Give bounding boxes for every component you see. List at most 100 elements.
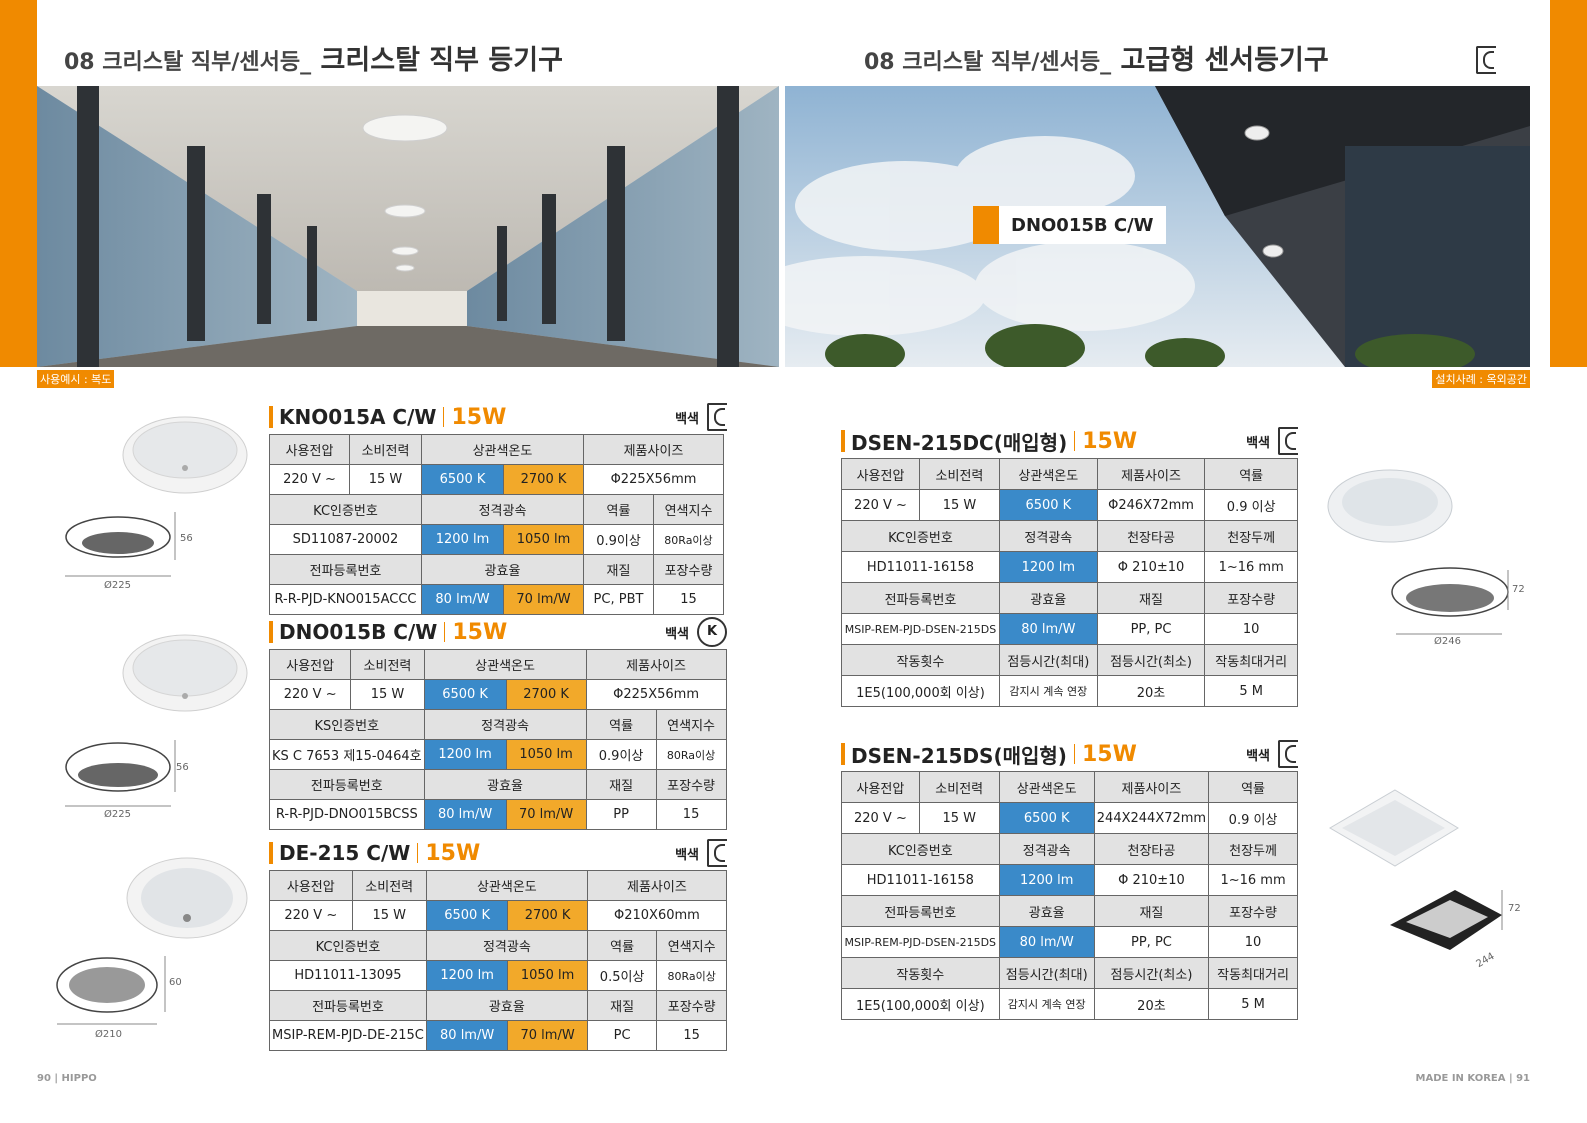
spec-label: 사용전압 (269, 870, 353, 901)
dno015b-dimension-drawing (65, 740, 176, 807)
product-block: DSEN-215DC(매입형) 15W 백색 사용전압 소비전력 상관색온도 제품사이즈 역률… (841, 424, 1298, 707)
product-model: DNO015B C/W (279, 620, 438, 644)
spec-label: 상관색온도 (425, 870, 588, 901)
spec-value: HD11011-16158 (841, 551, 1000, 583)
spec-value: 감지시 계속 연장 (998, 988, 1095, 1020)
spec-header-row: KC인증번호 정격광속 역률 연색지수 (269, 930, 727, 961)
product-header: DNO015B C/W 15W 백색 K (269, 615, 727, 649)
spec-label: 광효율 (423, 769, 587, 800)
spec-value: 80Ra이상 (656, 960, 727, 991)
spec-value: 80 lm/W (421, 584, 504, 615)
spec-value-row: SD11087-20002 1200 lm 1050 lm 0.9이상 80Ra이상 (269, 524, 724, 555)
spec-header-row: 사용전압 소비전력 상관색온도 제품사이즈 역률 (841, 458, 1298, 490)
spec-value: 0.9이상 (583, 524, 654, 555)
spec-value-row: MSIP-REM-PJD-DSEN-215DS 80 lm/W PP, PC 10 (841, 613, 1298, 645)
dno015b-height-label: 56 (176, 762, 189, 773)
kc-mark-icon (1476, 46, 1496, 74)
spec-value: 0.5이상 (586, 960, 658, 991)
spec-label: 포장수량 (656, 990, 727, 1021)
spec-value-row: HD11011-16158 1200 lm Φ 210±10 1~16 mm (841, 864, 1298, 896)
spec-header-row: 작동횟수 점등시간(최대) 점등시간(최소) 작동최대거리 (841, 644, 1298, 676)
spec-label: 제품사이즈 (586, 870, 728, 901)
spec-label: 정격광속 (998, 833, 1095, 865)
spec-label: 제품사이즈 (583, 434, 724, 465)
left-page-title: 08 크리스탈 직부/센서등_ 크리스탈 직부 등기구 (64, 45, 563, 76)
spec-value: 6500 K (421, 464, 504, 495)
spec-value-row: KS C 7653 제15-0464호 1200 lm 1050 lm 0.9이상 80… (269, 739, 727, 770)
spec-label: 소비전력 (918, 771, 1000, 803)
spec-label: 광효율 (425, 990, 588, 1021)
dno015b-diameter-label: Ø225 (104, 809, 131, 820)
spec-label: 역률 (583, 494, 654, 525)
spec-value: PP, PC (1096, 613, 1206, 645)
spec-value: 80 lm/W (998, 926, 1095, 958)
spec-header-row: KC인증번호 정격광속 천장타공 천장두께 (841, 520, 1298, 552)
right-accent-bar (1550, 0, 1587, 367)
spec-value: 1200 lm (425, 960, 509, 991)
spec-table: 사용전압 소비전력 상관색온도 제품사이즈 역률 220 V ~15 W 6500 K 244… (841, 771, 1298, 1020)
spec-label: 사용전압 (269, 434, 350, 465)
spec-label: KC인증번호 (269, 494, 422, 525)
spec-value-row: 220 V ~15 W 6500 K Φ246X72mm 0.9 이상 (841, 489, 1298, 521)
product-header: DSEN-215DC(매입형) 15W 백색 (841, 424, 1298, 458)
product-model: KNO015A C/W (279, 405, 437, 429)
spec-value-row: 220 V ~15 W 6500 K 244X244X72mm 0.9 이상 (841, 802, 1298, 834)
spec-label: 소비전력 (918, 458, 1000, 490)
spec-value: 6500 K (998, 489, 1098, 521)
de215-height-label: 60 (169, 977, 182, 988)
spec-label: 연색지수 (656, 930, 727, 961)
spec-value: 2700 K (505, 679, 587, 710)
spec-label: 사용전압 (841, 458, 920, 490)
spec-value: 70 lm/W (503, 584, 584, 615)
spec-value: KS C 7653 제15-0464호 (269, 739, 425, 770)
spec-label: KC인증번호 (841, 520, 1000, 552)
spec-label: 전파등록번호 (269, 554, 422, 585)
spec-value: 6500 K (998, 802, 1095, 834)
spec-label: 소비전력 (349, 434, 422, 465)
kc-cert-icon (707, 839, 727, 867)
spec-value: 15 W (349, 464, 422, 495)
left-photo-caption: 사용예시 : 복도 (37, 370, 115, 388)
spec-table: 사용전압 소비전력 상관색온도 제품사이즈 역률 220 V ~15 W 6500 K Φ24… (841, 458, 1298, 707)
spec-value: 2700 K (507, 900, 588, 931)
spec-label: 전파등록번호 (269, 769, 425, 800)
spec-value: 1E5(100,000회 이상) (841, 675, 1000, 707)
kno015a-dimension-drawing (65, 512, 176, 577)
spec-header-row: 사용전압 소비전력 상관색온도 제품사이즈 (269, 870, 728, 901)
corridor-photo (37, 86, 779, 367)
spec-label: 작동최대거리 (1208, 957, 1298, 989)
spec-label: 상관색온도 (998, 771, 1095, 803)
spec-header-row: 전파등록번호 광효율 재질 포장수량 (841, 582, 1298, 614)
spec-label: 역률 (1208, 771, 1298, 803)
product-color: 백색 (665, 626, 689, 642)
spec-label: 상관색온도 (421, 434, 584, 465)
product-model: DSEN-215DC(매입형) (851, 430, 1068, 455)
spec-label: 상관색온도 (998, 458, 1098, 490)
spec-value: HD11011-13095 (269, 960, 427, 991)
spec-label: 사용전압 (841, 771, 920, 803)
spec-label: KS인증번호 (269, 709, 425, 740)
spec-value-row: 220 V ~15 W 6500 K 2700 K Φ225X56mm (268, 679, 727, 710)
spec-label: 점등시간(최대) (998, 957, 1095, 989)
spec-label: 포장수량 (653, 554, 724, 585)
dsen215ds-product-image (1329, 789, 1459, 867)
spec-label: 재질 (1096, 582, 1206, 614)
spec-label: 작동횟수 (841, 957, 1000, 989)
spec-value: MSIP-REM-PJD-DSEN-215DS (841, 613, 1000, 645)
spec-value-row: HD11011-16158 1200 lm Φ 210±10 1~16 mm (841, 551, 1298, 583)
right-photo-caption: 설치사례 : 옥외공간 (1432, 370, 1530, 388)
spec-value: SD11087-20002 (269, 524, 422, 555)
ks-cert-icon: K (697, 617, 727, 647)
spec-label: 역률 (586, 930, 658, 961)
spec-value: 220 V ~ (268, 679, 352, 710)
header-accent (841, 743, 845, 765)
spec-value: 0.9이상 (585, 739, 657, 770)
product-wattage: 15W (1081, 741, 1137, 767)
spec-value: 15 W (351, 900, 427, 931)
spec-value: Φ 210±10 (1093, 864, 1210, 896)
spec-label: 사용전압 (268, 649, 352, 680)
kc-cert-icon (707, 403, 727, 431)
spec-value: 70 lm/W (505, 799, 587, 830)
spec-label: 포장수량 (1208, 895, 1298, 927)
product-color: 백색 (675, 847, 699, 863)
